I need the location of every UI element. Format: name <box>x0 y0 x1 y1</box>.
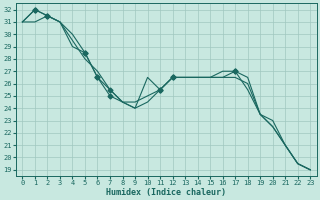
X-axis label: Humidex (Indice chaleur): Humidex (Indice chaleur) <box>106 188 226 197</box>
